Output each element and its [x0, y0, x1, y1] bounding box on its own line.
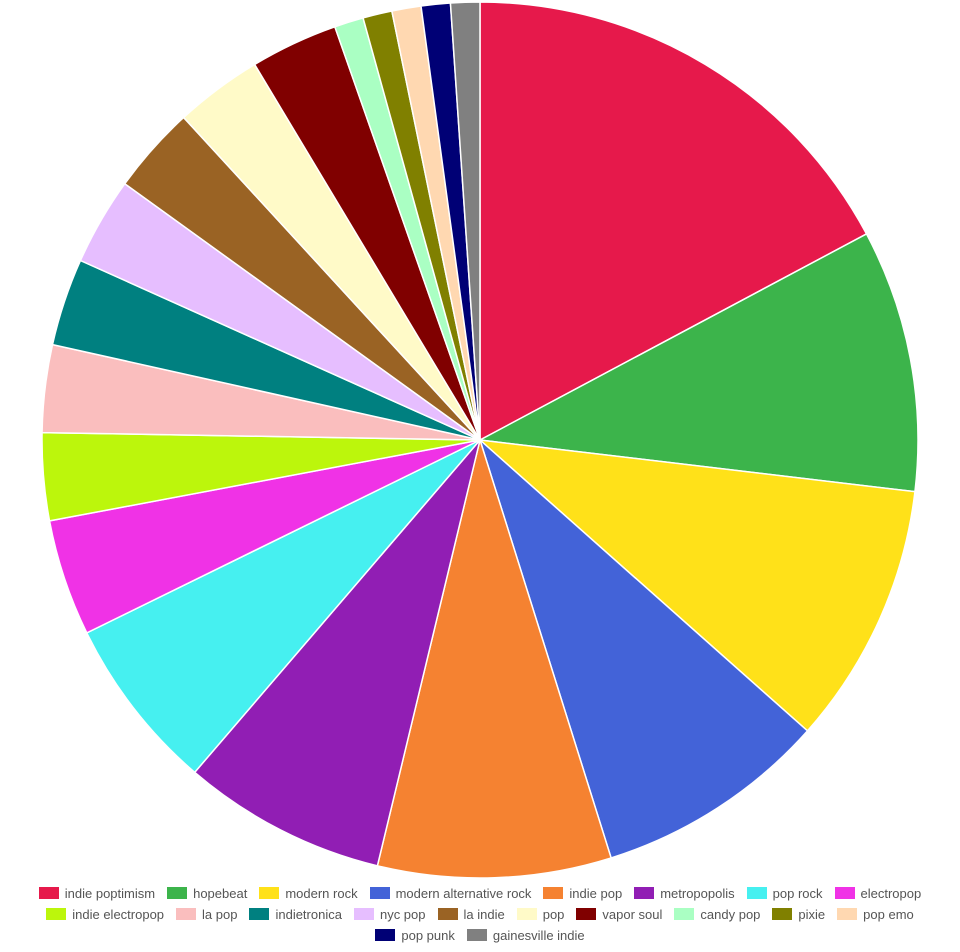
legend-label: modern alternative rock [395, 885, 532, 901]
legend-swatch [249, 908, 270, 920]
legend-label: indie electropop [72, 906, 165, 922]
legend-label: vapor soul [602, 906, 663, 922]
legend-label: gainesville indie [492, 927, 585, 943]
pie-slice [477, 232, 919, 493]
legend-item[interactable]: metropopolis [634, 884, 735, 902]
legend-swatch [674, 908, 695, 920]
legend-label: pop [542, 906, 565, 922]
legend-swatch [437, 908, 458, 920]
legend-item[interactable]: pop rock [746, 884, 823, 902]
chart [41, 1, 919, 879]
legend-item[interactable]: la indie [437, 905, 505, 923]
legend-item[interactable]: electropop [834, 884, 922, 902]
legend-swatch [375, 929, 396, 941]
legend-item[interactable]: candy pop [674, 905, 760, 923]
legend-swatch [772, 908, 793, 920]
legend-label: la pop [202, 906, 238, 922]
legend-item[interactable]: hopebeat [167, 884, 247, 902]
legend-label: pixie [798, 906, 826, 922]
legend-label: candy pop [700, 906, 761, 922]
legend-label: metropopolis [660, 885, 735, 901]
pie-slice [479, 1, 868, 442]
legend-swatch [576, 908, 597, 920]
legend-item[interactable]: indie pop [543, 884, 622, 902]
pie-slice [376, 437, 613, 879]
legend-item[interactable]: vapor soul [576, 905, 662, 923]
legend-swatch [516, 908, 537, 920]
legend-label: modern rock [285, 885, 358, 901]
legend-item[interactable]: pop punk [375, 926, 455, 944]
legend-swatch [543, 887, 564, 899]
legend-swatch [353, 908, 374, 920]
legend-item[interactable]: nyc pop [353, 905, 426, 923]
legend-label: indie poptimism [64, 885, 156, 901]
legend-label: indie pop [569, 885, 623, 901]
legend-swatch [746, 887, 767, 899]
legend-item[interactable]: modern rock [259, 884, 358, 902]
legend-swatch [167, 887, 188, 899]
legend: indie poptimism hopebeat modern rock modern… [0, 884, 960, 944]
legend-swatch [46, 908, 67, 920]
pie-slice [478, 437, 809, 859]
legend-item[interactable]: pixie [772, 905, 825, 923]
legend-swatch [38, 887, 59, 899]
legend-label: pop rock [772, 885, 823, 901]
legend-swatch [369, 887, 390, 899]
legend-label: indietronica [275, 906, 342, 922]
legend-swatch [176, 908, 197, 920]
pie-slice [85, 439, 481, 774]
pie-slice [193, 439, 481, 867]
legend-swatch [466, 929, 487, 941]
legend-label: hopebeat [193, 885, 248, 901]
legend-swatch [259, 887, 280, 899]
legend-item[interactable]: pop emo [837, 905, 914, 923]
legend-swatch [837, 908, 858, 920]
legend-item[interactable]: pop [516, 905, 565, 923]
pie-slice [449, 1, 481, 441]
legend-item[interactable]: indie electropop [46, 905, 164, 923]
legend-item[interactable]: indietronica [249, 905, 342, 923]
legend-label: la indie [463, 906, 505, 922]
legend-swatch [834, 887, 855, 899]
legend-item[interactable]: indie poptimism [38, 884, 156, 902]
legend-label: electropop [860, 885, 922, 901]
legend-swatch [634, 887, 655, 899]
legend-item[interactable]: gainesville indie [466, 926, 585, 944]
legend-item[interactable]: modern alternative rock [369, 884, 532, 902]
legend-item[interactable]: la pop [176, 905, 237, 923]
legend-label: pop punk [401, 927, 455, 943]
pie-slice [477, 438, 916, 732]
legend-label: pop emo [863, 906, 914, 922]
legend-label: nyc pop [379, 906, 426, 922]
